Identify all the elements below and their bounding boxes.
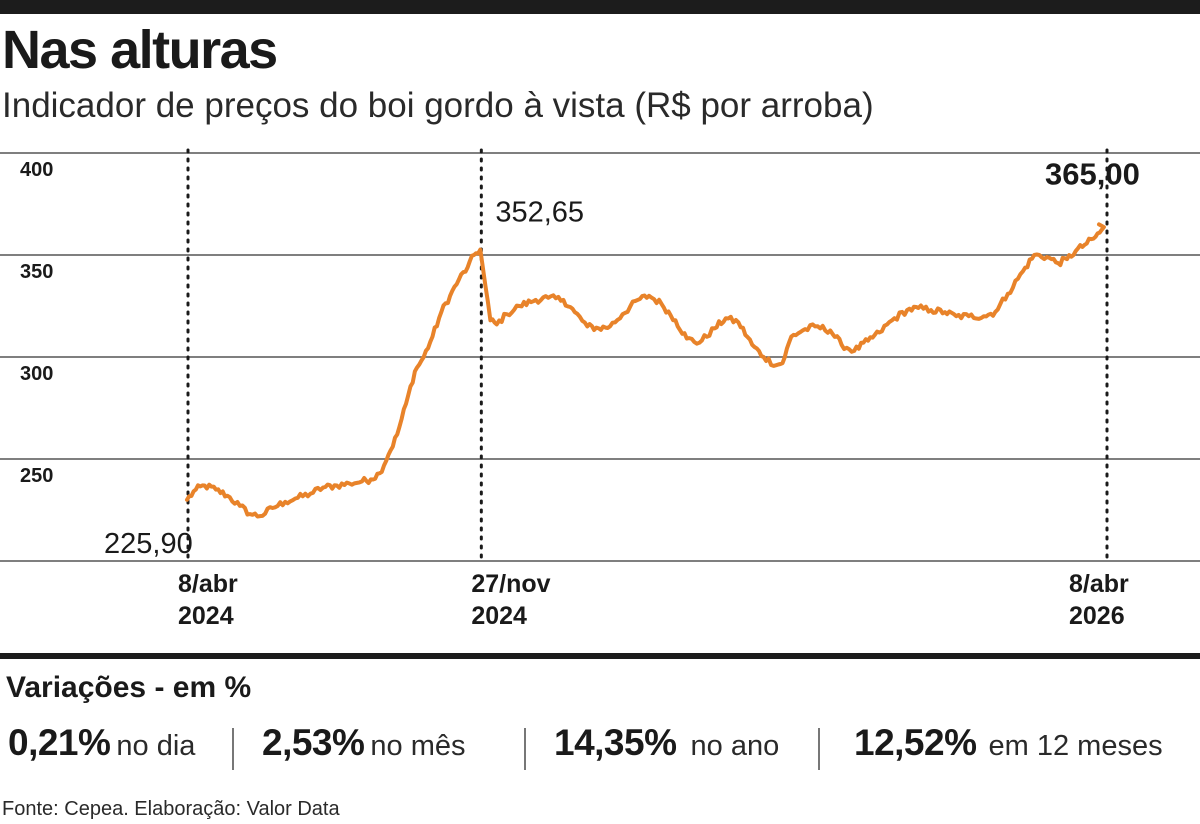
variation-12-months-value: 12,52% [854,722,977,763]
x-date-label-0-year: 2024 [178,602,234,630]
y-tick-label-300: 300 [20,363,53,385]
variation-separator [818,728,820,770]
x-axis-date-labels: 8/abr 2024 27/nov 2024 8/abr 2026 [178,570,1129,630]
source-note: Fonte: Cepea. Elaboração: Valor Data [2,798,340,820]
y-axis-ticks: 250 300 350 400 [20,159,53,487]
variation-month-label: no mês [370,730,466,762]
variation-month-value: 2,53% [262,722,365,763]
x-date-label-0-day: 8/abr [178,570,238,598]
y-tick-label-250: 250 [20,465,53,487]
section-divider [0,653,1200,659]
variations-row: 0,21% no dia 2,53% no mês 14,35% no ano 12,… [0,722,1200,776]
variation-day: 0,21% no dia [8,722,195,776]
variation-12-months: 12,52% em 12 meses [854,722,1163,776]
annotation-352-65: 352,65 [495,197,584,229]
date-marker-lines [186,148,1109,563]
chart-title: Nas alturas [2,20,278,80]
value-annotations: 225,90 352,65 365,00 [104,156,1140,560]
x-date-label-2-year: 2026 [1069,602,1125,630]
series-layer [185,222,1106,519]
variation-day-label: no dia [116,730,196,762]
chart-subtitle: Indicador de preços do boi gordo à vista… [2,86,874,125]
variation-12-months-label: em 12 meses [988,730,1163,762]
annotation-225-90: 225,90 [104,528,193,560]
variation-separator [524,728,526,770]
variation-year-label: no ano [690,730,780,762]
variation-year: 14,35% no ano [554,722,779,776]
variations-title: Variações - em % [6,671,252,704]
line-chart: 250 300 350 400 225,90 352,65 365,00 8/abr 202… [0,148,1200,630]
x-date-label-1-year: 2024 [471,602,527,630]
x-date-label-2-day: 8/abr [1069,570,1129,598]
variation-year-value: 14,35% [554,722,677,763]
grid-lines [0,152,1200,562]
price-series-line [185,222,1106,519]
variation-separator [232,728,234,770]
y-tick-label-350: 350 [20,261,53,283]
x-date-label-1-day: 27/nov [471,570,550,598]
top-rule [0,0,1200,14]
variation-day-value: 0,21% [8,722,111,763]
annotation-365-00: 365,00 [1045,156,1140,191]
variation-month: 2,53% no mês [262,722,466,776]
y-tick-label-400: 400 [20,159,53,181]
